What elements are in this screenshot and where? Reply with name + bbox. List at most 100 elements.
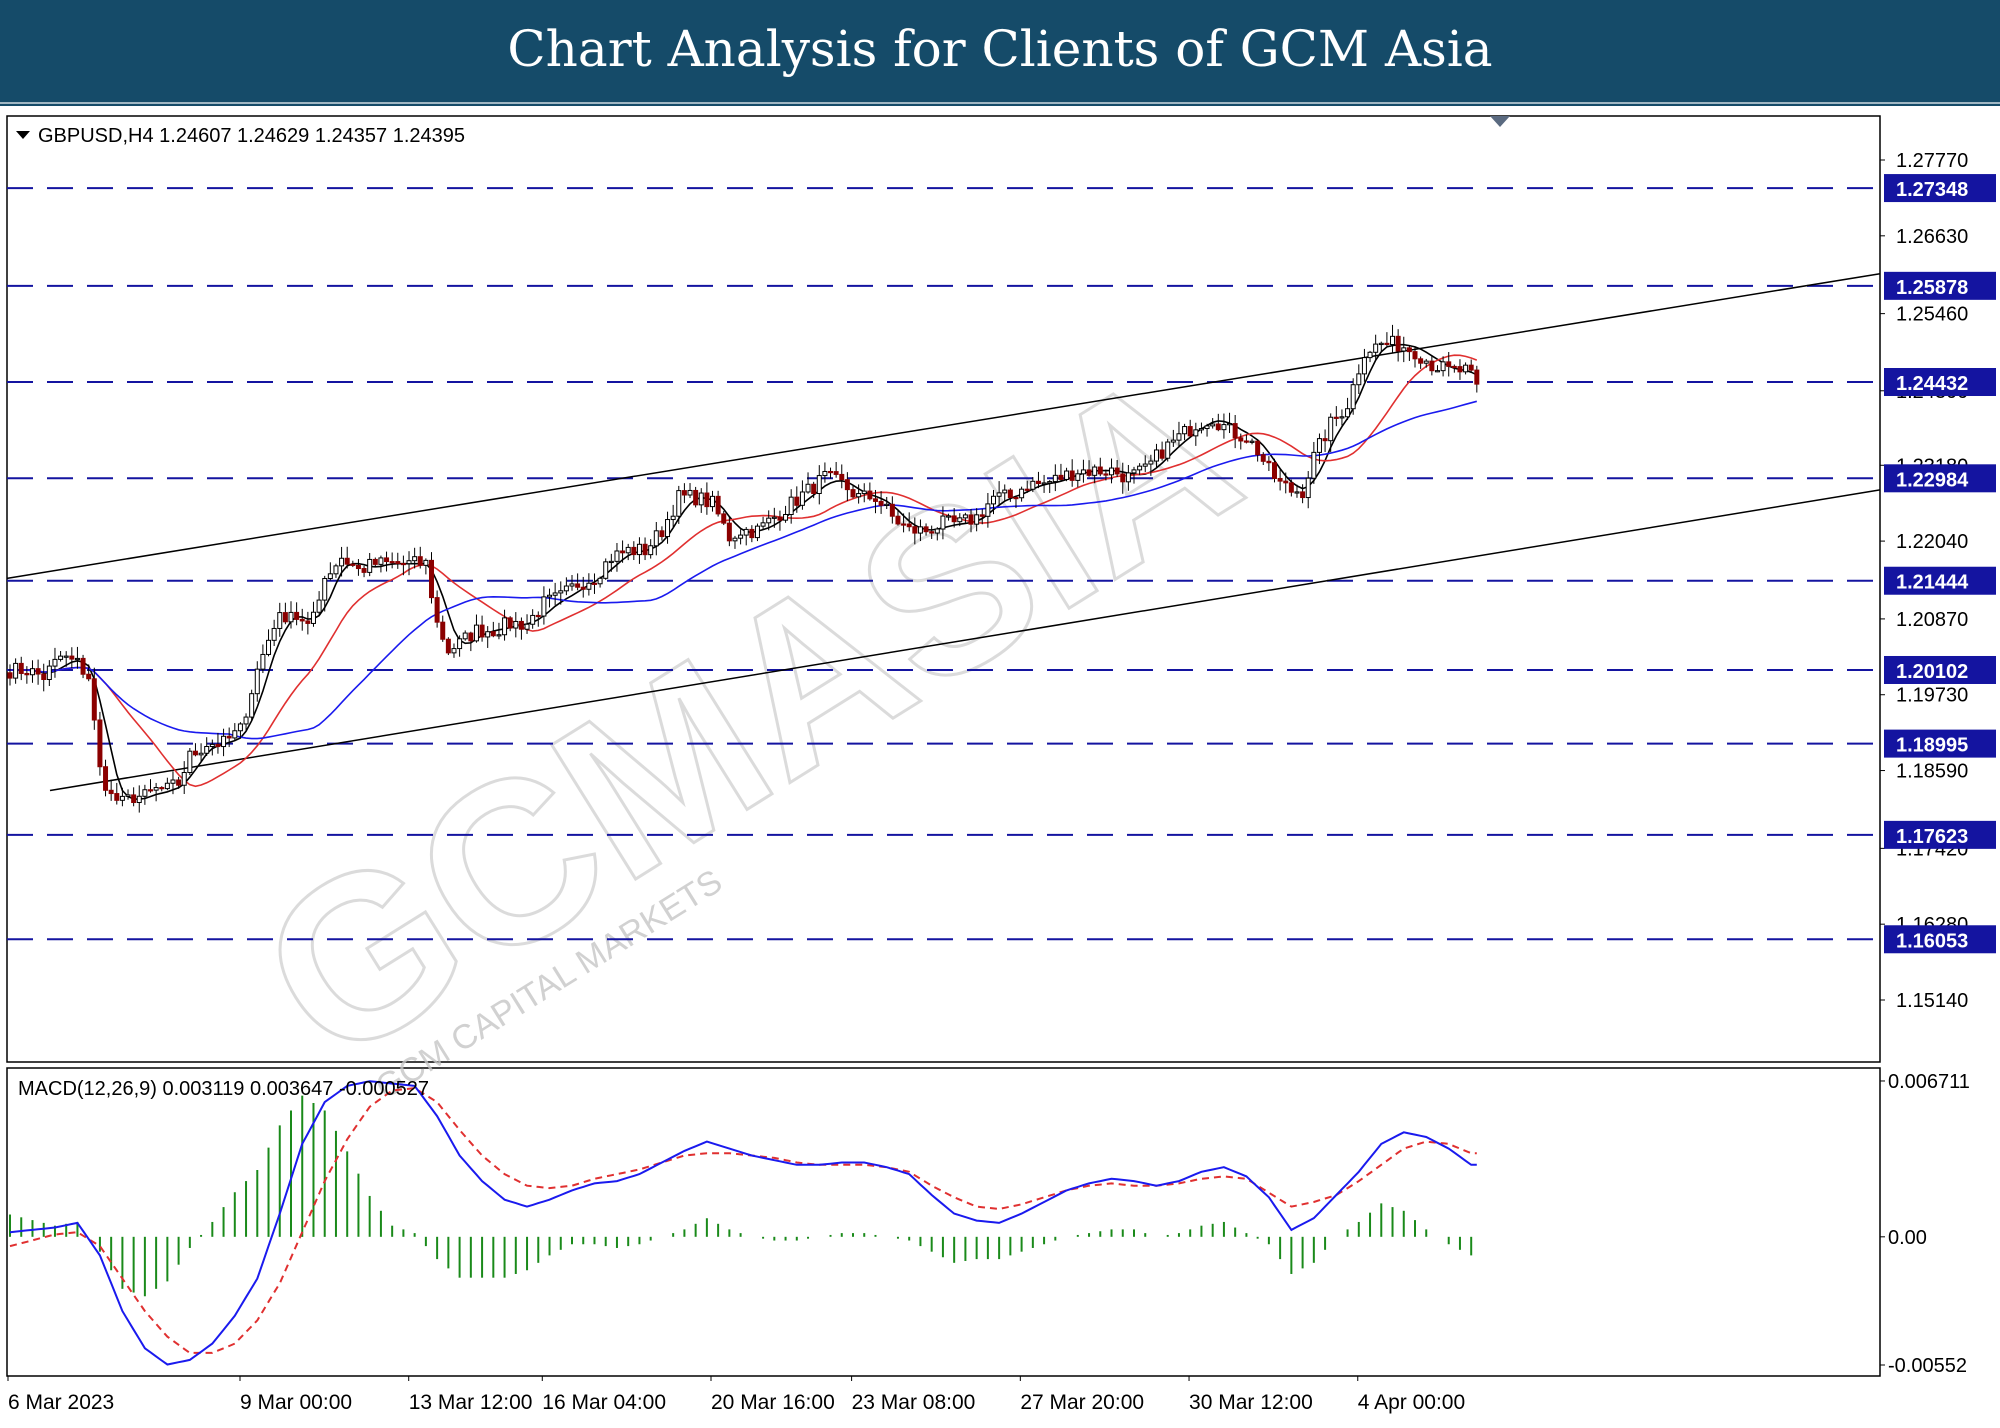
candle-body xyxy=(490,631,496,637)
candle-body xyxy=(473,624,479,642)
candle-body xyxy=(541,596,547,617)
candle xyxy=(603,558,609,580)
candle-body xyxy=(1395,335,1401,352)
candle-body xyxy=(204,746,210,754)
candle-body xyxy=(226,735,232,739)
candle-body xyxy=(951,515,957,523)
candle xyxy=(738,529,744,545)
candle xyxy=(1249,438,1255,445)
candle xyxy=(18,656,24,681)
candle xyxy=(906,512,912,532)
candle-body xyxy=(1047,481,1053,484)
candle-body xyxy=(1294,491,1300,494)
candle xyxy=(322,575,328,612)
candle-body xyxy=(18,662,24,674)
candle xyxy=(344,546,350,569)
candle-body xyxy=(563,585,569,592)
candle-body xyxy=(1277,477,1283,482)
candle-body xyxy=(209,743,215,748)
candle xyxy=(968,508,974,533)
candle-body xyxy=(1159,449,1165,459)
candle-body xyxy=(1339,416,1345,419)
candle-body xyxy=(372,558,378,565)
candle-body xyxy=(13,662,19,679)
candle xyxy=(1103,469,1109,481)
candle xyxy=(1255,439,1261,462)
candle xyxy=(749,525,755,543)
candle xyxy=(164,777,170,791)
candle xyxy=(1137,463,1143,475)
candle xyxy=(1322,429,1328,452)
candle xyxy=(1440,356,1446,377)
candle xyxy=(648,539,654,559)
candle xyxy=(473,614,479,643)
candle xyxy=(1002,484,1008,501)
candle xyxy=(468,631,474,652)
candle xyxy=(176,776,182,789)
candle xyxy=(642,537,648,561)
candle-body xyxy=(389,561,395,564)
candle-body xyxy=(653,530,659,547)
candle-body xyxy=(783,514,789,521)
candle xyxy=(260,644,266,674)
level-price-box xyxy=(1884,368,1996,397)
candle-body xyxy=(423,559,429,566)
candle xyxy=(237,722,243,739)
candle-body xyxy=(1373,343,1379,353)
candle xyxy=(1007,488,1013,502)
candle-body xyxy=(24,672,30,676)
candle xyxy=(1367,350,1373,363)
candle-body xyxy=(1114,467,1120,475)
candle xyxy=(715,490,721,517)
candle xyxy=(423,558,429,575)
candle-body xyxy=(153,787,159,791)
candle-body xyxy=(108,789,114,795)
candle-body xyxy=(906,523,912,528)
candle-body xyxy=(1384,342,1390,346)
macd-main-line xyxy=(9,1080,1477,1366)
candle-body xyxy=(1457,366,1463,373)
candle-body xyxy=(457,638,463,650)
candle xyxy=(462,630,468,641)
candle-body xyxy=(518,620,524,630)
candle xyxy=(1080,459,1086,483)
candle-body xyxy=(496,634,502,637)
candle-body xyxy=(732,537,738,542)
candle xyxy=(1232,414,1238,449)
candle-body xyxy=(1356,373,1362,386)
candle-body xyxy=(148,789,153,792)
candle xyxy=(608,553,614,572)
candle xyxy=(794,486,800,513)
candle xyxy=(378,555,384,573)
candle-body xyxy=(687,489,693,496)
candle-body xyxy=(1266,460,1272,464)
candle xyxy=(350,560,356,568)
candle-body xyxy=(164,782,170,790)
candle-body xyxy=(636,543,642,556)
candle xyxy=(91,667,97,730)
candle-body xyxy=(535,614,541,618)
candle-body xyxy=(1227,423,1233,426)
dropdown-arrow-icon xyxy=(16,131,30,139)
moving-average-2 xyxy=(10,354,1478,788)
candle-body xyxy=(52,658,58,667)
candle xyxy=(665,511,671,544)
candle-body xyxy=(1013,496,1019,500)
candle xyxy=(209,739,215,756)
candle-body xyxy=(406,560,412,565)
candle-body xyxy=(743,528,749,536)
candle-body xyxy=(80,657,86,675)
candle-body xyxy=(586,582,592,590)
candle xyxy=(1373,334,1379,360)
level-price-box xyxy=(1884,925,1996,954)
candle xyxy=(485,626,491,648)
candle xyxy=(1406,345,1412,361)
candle-body xyxy=(749,528,755,539)
candle-body xyxy=(710,495,715,508)
candle-body xyxy=(451,648,457,654)
candle xyxy=(1041,474,1047,493)
candle xyxy=(372,557,378,567)
candle-body xyxy=(1075,473,1081,481)
candle xyxy=(636,537,642,564)
price-tick-label: 1.25460 xyxy=(1896,304,1968,326)
